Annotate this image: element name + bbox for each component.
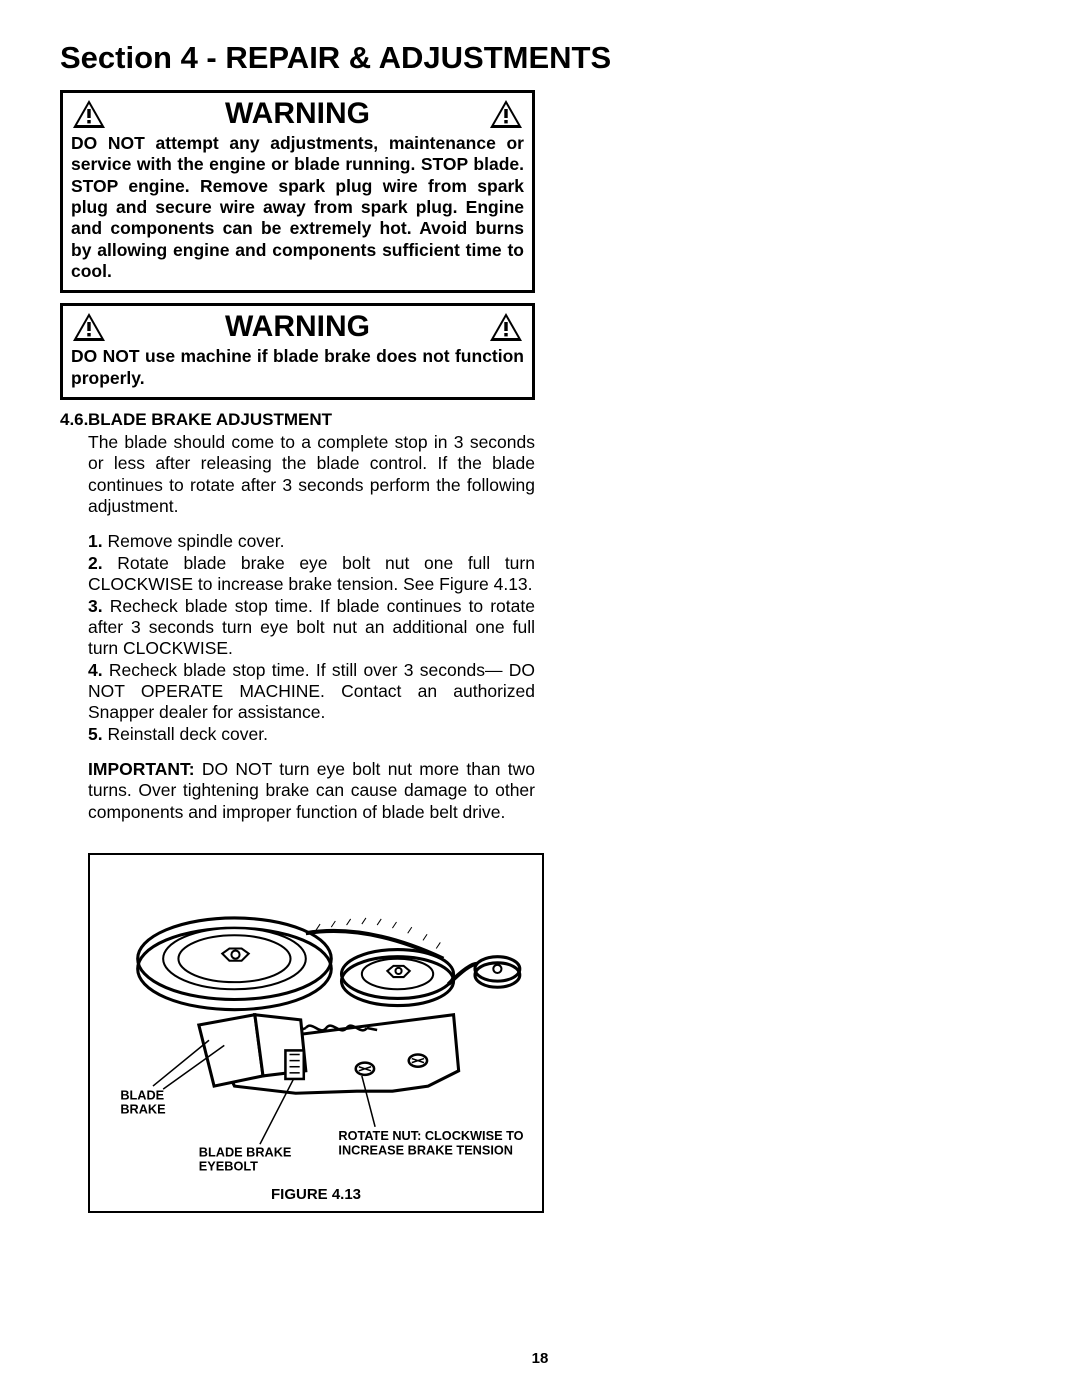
warning-box-1: WARNING DO NOT attempt any adjustments, … [60,90,535,293]
step-4: 4. Recheck blade stop time. If still ove… [88,660,535,724]
warning-header: WARNING [71,310,524,344]
page: Section 4 - REPAIR & ADJUSTMENTS WARNING [0,0,1080,1397]
warning-triangle-icon [488,311,524,343]
page-number: 18 [0,1350,1080,1367]
step-5: 5. Reinstall deck cover. [88,724,535,745]
warning-triangle-icon [488,98,524,130]
warning-box-2: WARNING DO NOT use machine if blade brak… [60,303,535,400]
label-blade-brake: BLADE BRAKE [120,1087,167,1116]
content-column: WARNING DO NOT attempt any adjustments, … [60,90,535,1213]
warning-title: WARNING [107,97,488,131]
warning-triangle-icon [71,311,107,343]
section-title: Section 4 - REPAIR & ADJUSTMENTS [60,40,1020,76]
steps-list: 1. Remove spindle cover. 2. Rotate blade… [88,531,535,744]
label-rotate-nut: ROTATE NUT: CLOCKWISE TO INCREASE BRAKE … [338,1128,527,1157]
important-note: IMPORTANT: DO NOT turn eye bolt nut more… [88,759,535,823]
step-2: 2. Rotate blade brake eye bolt nut one f… [88,553,535,596]
subsection-4-6: 4.6.BLADE BRAKE ADJUSTMENT The blade sho… [60,410,535,1213]
warning-text-1: DO NOT attempt any adjustments, maintena… [71,133,524,282]
step-3: 3. Recheck blade stop time. If blade con… [88,596,535,660]
step-1: 1. Remove spindle cover. [88,531,535,552]
warning-text-2: DO NOT use machine if blade brake does n… [71,346,524,389]
subsection-intro: The blade should come to a complete stop… [88,432,535,517]
subsection-number: 4.6. [60,410,88,430]
subsection-heading: BLADE BRAKE ADJUSTMENT [88,410,332,429]
label-eyebolt: BLADE BRAKE EYEBOLT [199,1144,295,1172]
warning-title: WARNING [107,310,488,344]
subsection-title: 4.6.BLADE BRAKE ADJUSTMENT [60,410,535,430]
warning-triangle-icon [71,98,107,130]
figure-4-13: BLADE BRAKE BLADE BRAKE EYEBOLT ROTATE N… [88,853,544,1213]
warning-header: WARNING [71,97,524,131]
figure-caption: FIGURE 4.13 [102,1186,530,1203]
blade-brake-diagram: BLADE BRAKE BLADE BRAKE EYEBOLT ROTATE N… [102,867,530,1173]
